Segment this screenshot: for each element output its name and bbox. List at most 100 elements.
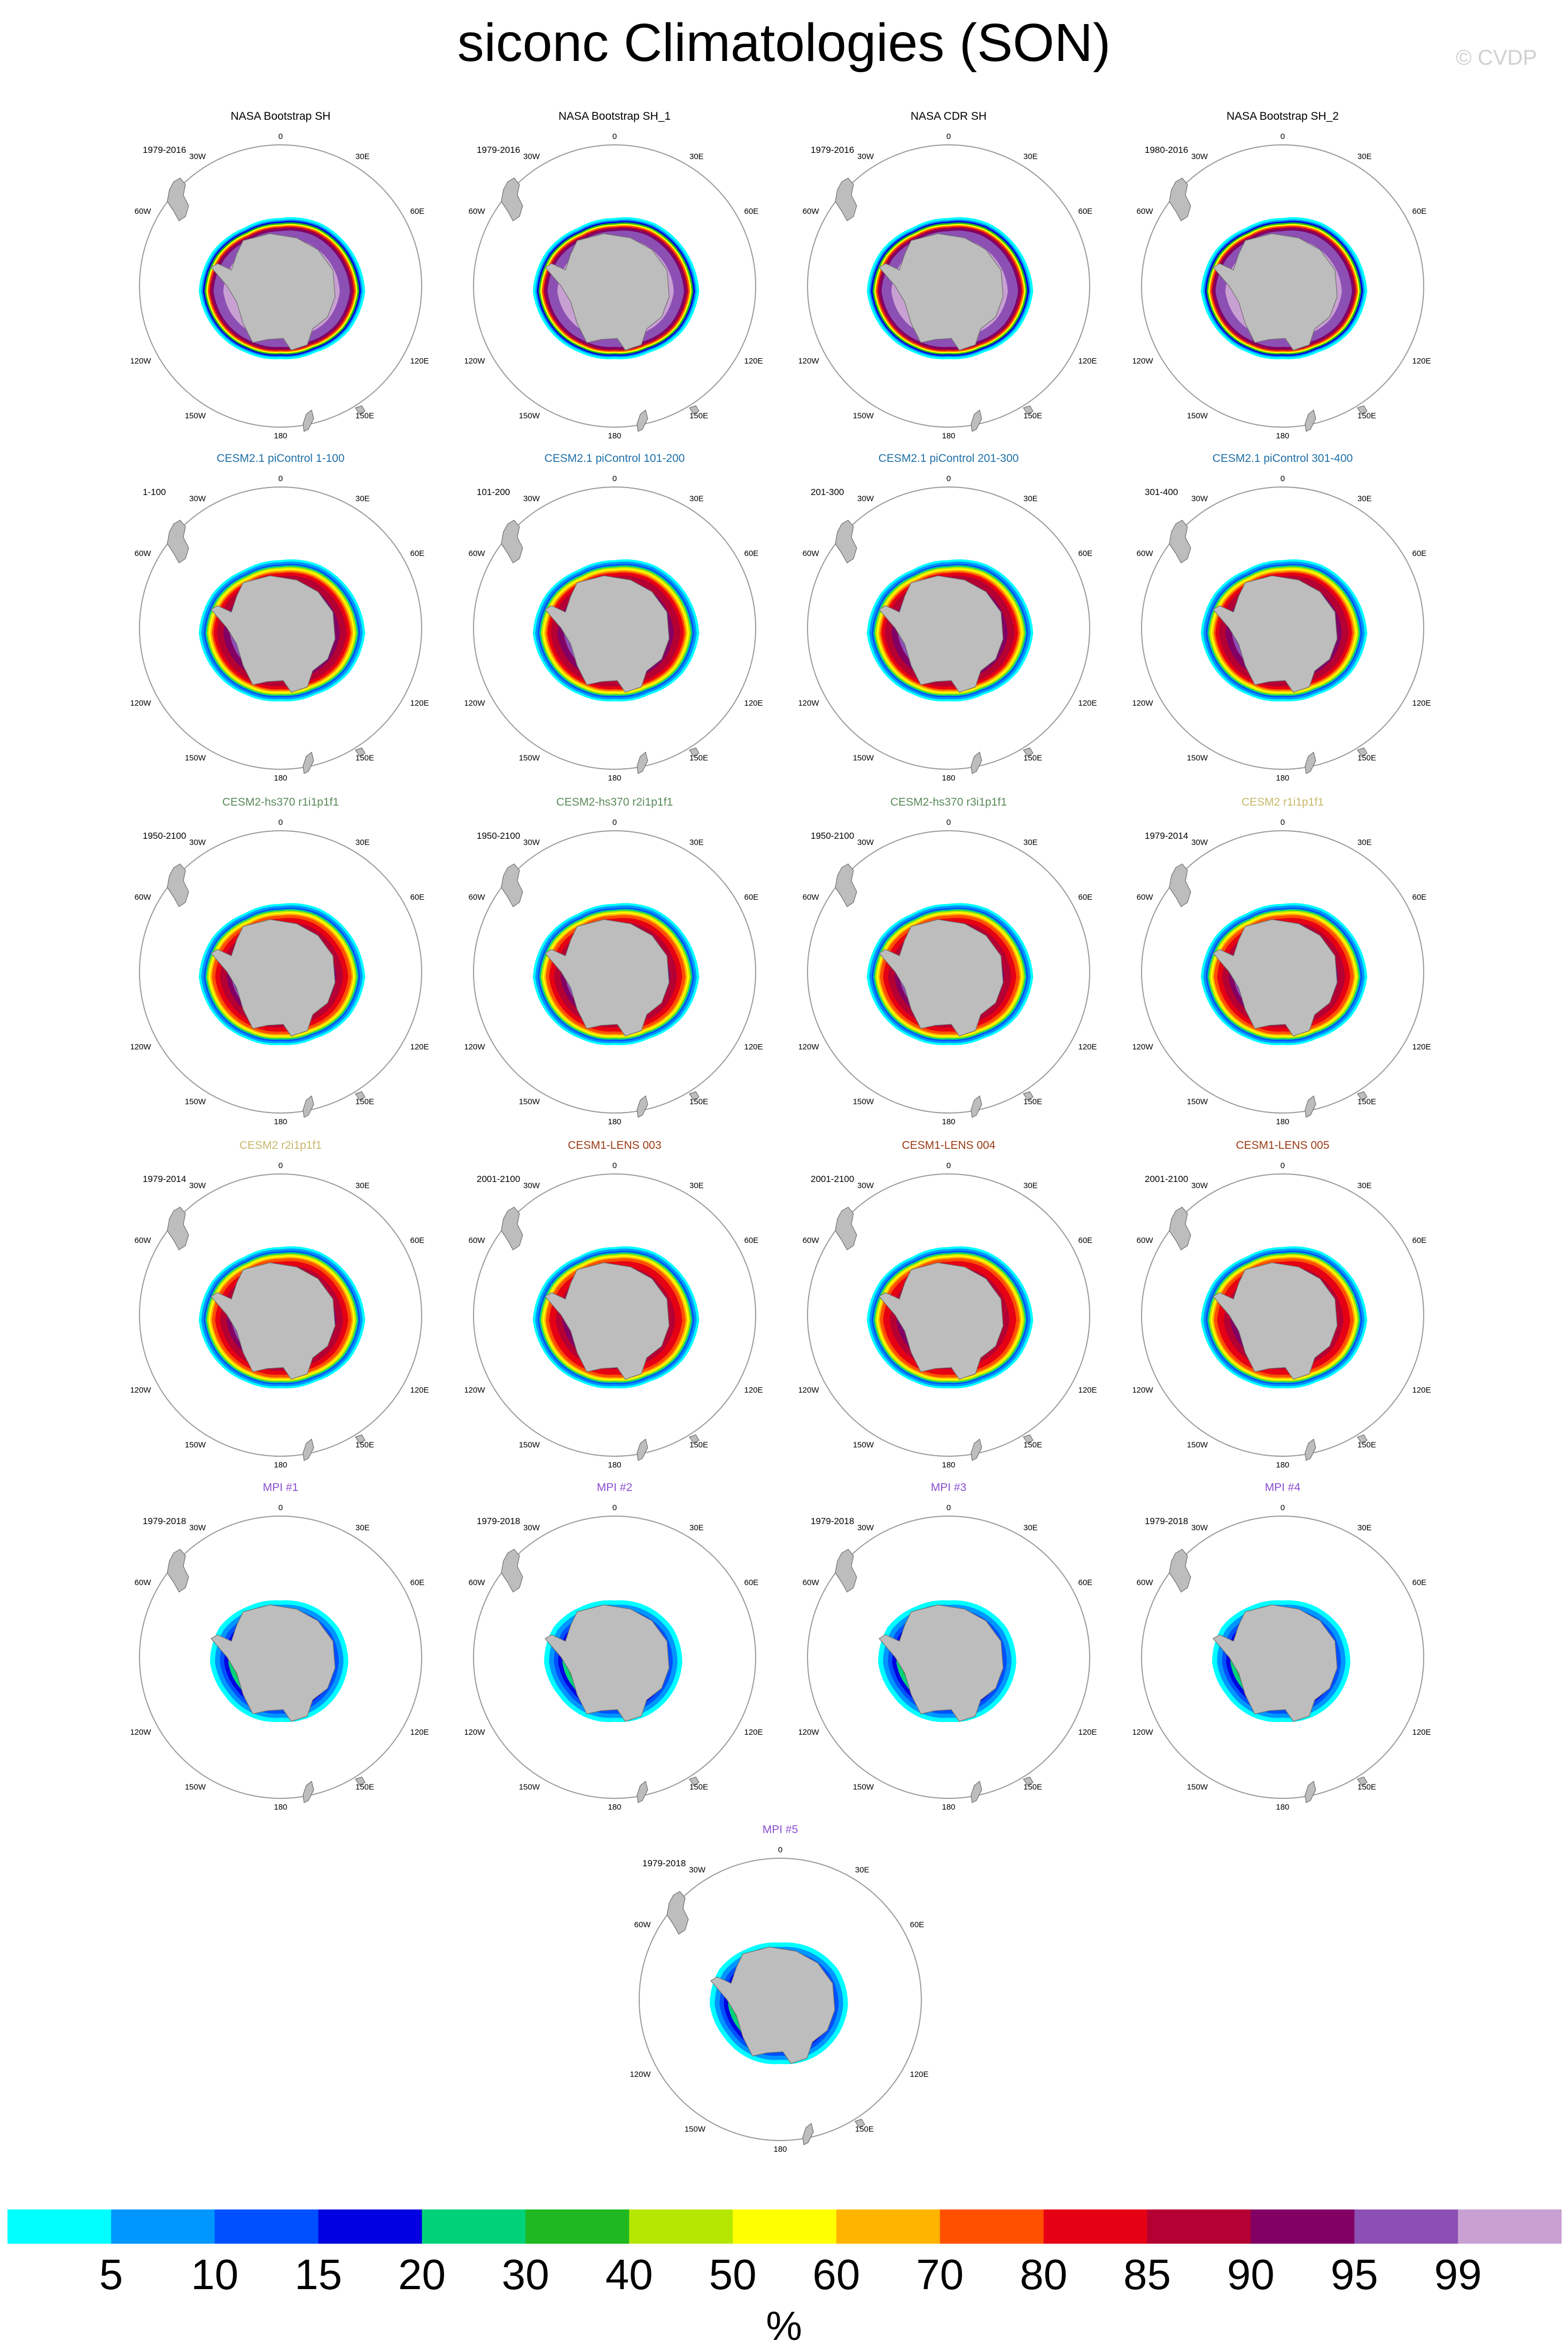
new-zealand-landmass	[636, 1095, 648, 1118]
longitude-label: 60W	[469, 549, 486, 558]
map-panel: CESM1-LENS 0052001-2100030E60E90E120E150…	[1133, 1139, 1432, 1470]
longitude-label: 150W	[519, 1441, 540, 1450]
polar-map: 030E60E90E120E150E180150W120W90W60W30W	[131, 1161, 429, 1470]
map-panel: NASA Bootstrap SH_21980-2016030E60E90E12…	[1133, 110, 1432, 441]
south-america-landmass	[1169, 1549, 1191, 1593]
antarctica-landmass	[211, 233, 336, 351]
longitude-label: 150W	[519, 412, 540, 421]
longitude-label: 0	[1280, 1503, 1285, 1512]
polar-map: 030E60E90E120E150E180150W120W90W60W30W	[799, 1161, 1097, 1470]
longitude-label: 0	[278, 818, 283, 827]
tasmania-landmass	[1023, 747, 1034, 757]
south-america-landmass	[167, 520, 189, 563]
panel-title: NASA CDR SH	[910, 110, 987, 122]
longitude-label: 60W	[135, 207, 152, 216]
panel-period: 1979-2016	[477, 145, 521, 155]
longitude-label: 120W	[131, 357, 151, 366]
tasmania-landmass	[1357, 1776, 1368, 1786]
new-zealand-landmass	[1305, 409, 1316, 432]
longitude-label: 150E	[855, 2125, 874, 2134]
longitude-label: 60E	[410, 1578, 425, 1587]
longitude-label: 90W	[1133, 968, 1134, 977]
antarctica-landmass	[545, 1262, 670, 1380]
longitude-label: 120W	[131, 1728, 151, 1737]
panel-title: CESM2-hs370 r1i1p1f1	[222, 796, 339, 808]
map-panel: MPI #41979-2018030E60E90E120E150E180150W…	[1133, 1481, 1432, 1812]
south-america-landmass	[501, 863, 523, 907]
longitude-label: 30W	[857, 1524, 874, 1533]
longitude-label: 120W	[1133, 1042, 1153, 1052]
polar-map: 030E60E90E120E150E180150W120W90W60W30W	[465, 132, 763, 441]
longitude-label: 180	[942, 1117, 955, 1126]
panel-period: 2001-2100	[1145, 1174, 1189, 1184]
colorbar-swatch	[214, 2209, 319, 2244]
antarctica-landmass	[879, 233, 1004, 351]
polar-map: 030E60E90E120E150E180150W120W90W60W30W	[1133, 1161, 1431, 1470]
panel-title: MPI #3	[930, 1481, 967, 1494]
colorbar-tick-label: 99	[1434, 2251, 1482, 2298]
panel-period: 1979-2018	[143, 1516, 187, 1526]
polar-map: 030E60E90E120E150E180150W120W90W60W30W	[1133, 474, 1431, 783]
polar-map: 030E60E90E120E150E180150W120W90W60W30W	[465, 1503, 763, 1812]
longitude-label: 150W	[1187, 1098, 1208, 1107]
panel-period: 1979-2018	[1145, 1516, 1189, 1526]
longitude-label: 0	[946, 1161, 951, 1170]
tasmania-landmass	[1023, 1776, 1034, 1786]
longitude-label: 150W	[1187, 1783, 1208, 1792]
panel-title: MPI #4	[1264, 1481, 1301, 1494]
longitude-label: 150W	[853, 1098, 874, 1107]
tasmania-landmass	[355, 1091, 366, 1101]
new-zealand-landmass	[1305, 1438, 1316, 1461]
tasmania-landmass	[1023, 1434, 1034, 1444]
south-america-landmass	[1169, 1207, 1191, 1250]
map-panel: CESM2.1 piControl 101-200101-200030E60E9…	[465, 452, 764, 783]
panel-title: CESM2.1 piControl 201-300	[878, 452, 1019, 465]
new-zealand-landmass	[636, 751, 648, 774]
longitude-label: 30W	[1191, 1524, 1208, 1533]
colorbar-tick-label: 30	[501, 2251, 549, 2298]
panel-period: 1950-2100	[811, 831, 855, 841]
longitude-label: 60E	[410, 893, 425, 902]
map-panel: CESM1-LENS 0042001-2100030E60E90E120E150…	[799, 1139, 1098, 1470]
longitude-label: 150E	[689, 1783, 708, 1792]
panel-title: CESM2-hs370 r3i1p1f1	[890, 796, 1007, 808]
longitude-label: 150W	[519, 754, 540, 763]
polar-map: 030E60E90E120E150E180150W120W90W60W30W	[465, 474, 763, 783]
longitude-label: 60E	[1078, 1578, 1093, 1587]
longitude-label: 150E	[1023, 1441, 1042, 1450]
panel-period: 1979-2018	[642, 1858, 686, 1868]
south-america-landmass	[1169, 177, 1191, 221]
colorbar-tick-label: 5	[99, 2251, 123, 2298]
tasmania-landmass	[1357, 1091, 1368, 1101]
longitude-label: 180	[1276, 1461, 1289, 1470]
new-zealand-landmass	[1305, 1095, 1316, 1118]
polar-map: 030E60E90E120E150E180150W120W90W60W30W	[799, 818, 1097, 1126]
longitude-label: 30W	[523, 1181, 540, 1191]
longitude-label: 60E	[910, 1920, 925, 1929]
longitude-label: 150E	[1357, 1783, 1376, 1792]
south-america-landmass	[167, 177, 189, 221]
tasmania-landmass	[355, 405, 366, 415]
longitude-label: 150W	[1187, 754, 1208, 763]
longitude-label: 30E	[1357, 152, 1372, 161]
longitude-label: 0	[612, 1503, 617, 1512]
map-panel: NASA Bootstrap SH_11979-2016030E60E90E12…	[465, 110, 764, 441]
longitude-label: 120W	[131, 1386, 151, 1395]
antarctica-landmass	[879, 919, 1004, 1037]
panel-title: NASA Bootstrap SH_2	[1226, 110, 1339, 122]
south-america-landmass	[835, 1207, 857, 1250]
longitude-label: 30E	[355, 1524, 370, 1533]
longitude-label: 150W	[519, 1098, 540, 1107]
tasmania-landmass	[1357, 1434, 1368, 1444]
antarctica-landmass	[879, 1604, 1004, 1722]
panel-period: 1980-2016	[1145, 145, 1189, 155]
panel-period: 1979-2014	[143, 1174, 187, 1184]
longitude-label: 60W	[135, 549, 152, 558]
longitude-label: 150E	[1023, 1783, 1042, 1792]
colorbar-swatch	[1251, 2209, 1355, 2244]
colorbar-swatch	[1458, 2209, 1562, 2244]
longitude-label: 30E	[1357, 494, 1372, 504]
longitude-label: 120W	[799, 357, 819, 366]
longitude-label: 60W	[135, 1236, 152, 1245]
panel-period: 101-200	[477, 487, 510, 497]
